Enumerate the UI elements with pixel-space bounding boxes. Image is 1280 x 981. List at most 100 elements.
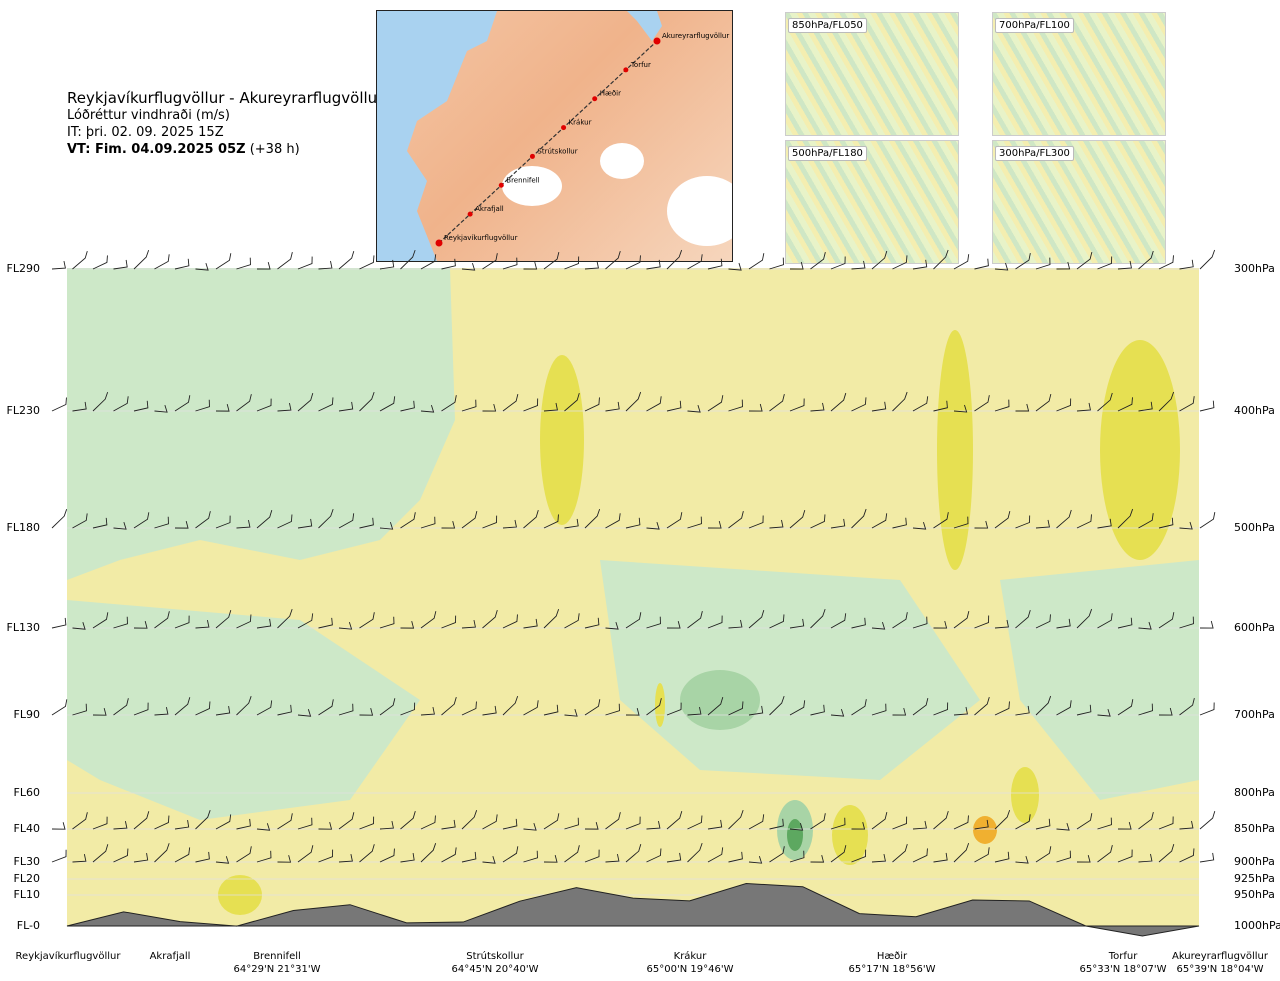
location-name: Reykjavíkurflugvöllur [15, 951, 121, 962]
wind-barb [1199, 852, 1215, 863]
wind-barb [1179, 848, 1195, 863]
waypoint-label: Brennifell [506, 176, 539, 184]
wind-barb [728, 262, 742, 271]
y-tick-label-right: 925hPa [1234, 872, 1275, 885]
wind-barb [92, 392, 109, 412]
wind-barb [564, 709, 578, 717]
wind-barb [318, 617, 333, 629]
wind-barb [174, 697, 191, 716]
wind-barb [72, 251, 88, 270]
wind-barb [605, 513, 621, 529]
wind-barb [154, 707, 169, 716]
wind-barb [236, 257, 251, 270]
wind-barb [441, 819, 456, 830]
wind-barb [195, 511, 211, 529]
wind-barb [1056, 850, 1071, 863]
wind-barb [1056, 700, 1072, 716]
wind-barb [584, 397, 600, 412]
wind-barb [974, 847, 990, 863]
wind-barb [974, 696, 990, 716]
wind-barb [523, 700, 539, 716]
wind-barb [461, 619, 476, 629]
wind-barb [318, 397, 334, 412]
wind-barb [420, 611, 437, 629]
wind-barb [92, 708, 107, 716]
wind-barb [974, 615, 990, 629]
waypoint-marker [623, 67, 629, 73]
wind-barb [769, 818, 784, 830]
wind-barb [912, 698, 929, 716]
wind-barb [1179, 396, 1195, 412]
location-name: Hæðir [876, 951, 908, 962]
waypoint-label: Reykjavíkurflugvöllur [444, 234, 518, 242]
wind-barb [482, 610, 498, 629]
wind-barb [318, 822, 333, 830]
y-tick-label-left: FL60 [13, 786, 40, 799]
wind-barb [215, 253, 232, 270]
downdraft-core [777, 800, 813, 860]
wind-barb [851, 508, 867, 529]
wind-barb [72, 622, 86, 630]
wind-barb [379, 616, 395, 629]
location-name: Brennifell [253, 951, 301, 962]
wind-barb [441, 697, 457, 716]
wind-barb [297, 709, 312, 717]
wind-barb [236, 519, 251, 529]
wind-barb [1097, 518, 1112, 529]
wind-barb [482, 856, 496, 864]
updraft-core [832, 805, 868, 865]
wind-barb [605, 703, 620, 716]
wind-barb [666, 811, 683, 830]
wind-barb [1076, 813, 1093, 830]
wind-barb [953, 706, 968, 716]
wind-barb [543, 704, 559, 716]
wind-barb [195, 810, 211, 830]
wind-barb [728, 511, 744, 529]
wind-barb [1199, 702, 1215, 716]
location-coord: 65°33'N 18°07'W [1079, 964, 1167, 975]
wind-barb [933, 512, 949, 529]
location-label: Krákur 65°00'N 19°46'W [647, 950, 734, 976]
wind-barb [1179, 616, 1194, 629]
wind-barb [892, 816, 908, 830]
wind-barb [1179, 820, 1194, 830]
wind-barb [174, 521, 189, 529]
updraft-core [218, 875, 262, 915]
wind-barb [810, 514, 826, 529]
wind-barb [830, 392, 847, 412]
wind-barb [195, 619, 210, 629]
wind-barb [482, 403, 497, 412]
y-tick-label-right: 600hPa [1234, 621, 1275, 634]
wind-barb [1097, 708, 1111, 717]
wind-barb [1097, 817, 1112, 830]
wind-barb [502, 696, 519, 716]
wind-barb [1056, 509, 1072, 529]
wind-barb [72, 854, 87, 863]
wind-barb [441, 847, 457, 863]
wind-barb [789, 850, 805, 863]
wind-barb [51, 822, 66, 830]
wind-barb [810, 704, 825, 716]
wind-barb [72, 703, 87, 716]
inset-300: 300hPa/FL300 [992, 140, 1166, 264]
wind-barb [277, 813, 293, 830]
wind-barb [1056, 822, 1070, 831]
wind-barb [277, 252, 293, 270]
wind-barb [482, 705, 497, 716]
wind-barb [256, 700, 273, 716]
wind-barb [625, 707, 640, 716]
wind-barb [1158, 517, 1174, 529]
wind-barb [892, 707, 907, 716]
wind-barb [1056, 618, 1071, 629]
wind-barb [51, 397, 67, 412]
downdraft-region [90, 290, 410, 480]
wind-barb [912, 396, 929, 412]
wind-barb [154, 516, 169, 529]
wind-barb [51, 617, 67, 629]
wind-barb [605, 621, 619, 630]
wind-barb [51, 849, 67, 863]
wind-barb [1035, 519, 1050, 529]
wind-barb [871, 401, 887, 412]
wind-barb [748, 814, 765, 830]
wind-barb [338, 250, 355, 270]
